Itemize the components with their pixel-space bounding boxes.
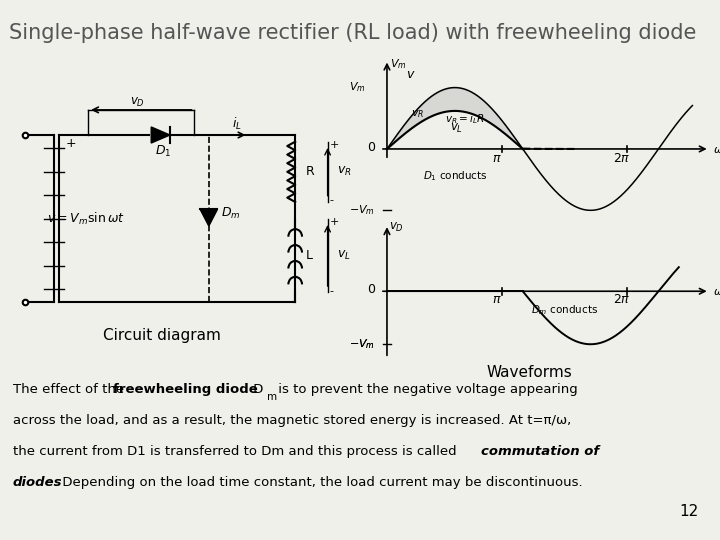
Text: m: m	[267, 392, 277, 402]
Text: freewheeling diode: freewheeling diode	[113, 383, 258, 396]
Text: $i_L$: $i_L$	[233, 116, 242, 132]
Text: $v$: $v$	[406, 68, 416, 81]
Polygon shape	[151, 127, 170, 143]
Text: +: +	[330, 140, 339, 150]
Text: $\omega t$: $\omega t$	[713, 143, 720, 155]
Text: Circuit diagram: Circuit diagram	[103, 328, 221, 343]
Text: R: R	[306, 165, 315, 178]
Text: the current from D1 is transferred to Dm and this process is called: the current from D1 is transferred to Dm…	[13, 445, 461, 458]
Text: +: +	[66, 137, 76, 150]
Text: $2\pi$: $2\pi$	[613, 152, 631, 165]
Text: Single-phase half-wave rectifier (RL load) with freewheeling diode: Single-phase half-wave rectifier (RL loa…	[9, 23, 696, 43]
Text: $V_m$: $V_m$	[390, 57, 407, 71]
Text: $v_L$: $v_L$	[449, 122, 463, 134]
Text: 12: 12	[679, 504, 698, 519]
Text: $\omega t$: $\omega t$	[713, 285, 720, 297]
Text: -: -	[330, 195, 333, 205]
Text: L: L	[306, 249, 313, 262]
Text: $v = V_m \sin \omega t$: $v = V_m \sin \omega t$	[48, 211, 125, 227]
Text: $2\pi$: $2\pi$	[613, 293, 631, 306]
Text: $v_L$: $v_L$	[336, 249, 351, 262]
Text: $D_m$ conducts: $D_m$ conducts	[531, 303, 598, 318]
Text: 0: 0	[366, 284, 375, 296]
Text: $-V_m$: $-V_m$	[348, 204, 374, 217]
Text: $V_m$: $V_m$	[348, 80, 366, 94]
Text: across the load, and as a result, the magnetic stored energy is increased. At t=: across the load, and as a result, the ma…	[13, 414, 571, 427]
Text: -: -	[330, 286, 333, 296]
Text: commutation of: commutation of	[482, 445, 600, 458]
Text: $-V_m$: $-V_m$	[348, 338, 374, 351]
Text: Waveforms: Waveforms	[486, 364, 572, 380]
Text: $-V_m$: $-V_m$	[348, 338, 374, 351]
Text: is to prevent the negative voltage appearing: is to prevent the negative voltage appea…	[274, 383, 577, 396]
Text: The effect of the: The effect of the	[13, 383, 128, 396]
Text: 0: 0	[366, 141, 375, 154]
Text: $v_D$: $v_D$	[130, 96, 145, 109]
Text: $v_R$: $v_R$	[336, 165, 351, 178]
Text: $D_1$: $D_1$	[155, 144, 171, 159]
Text: D: D	[248, 383, 263, 396]
Polygon shape	[200, 210, 217, 226]
Text: $D_1$ conducts: $D_1$ conducts	[423, 170, 487, 184]
Text: . Depending on the load time constant, the load current may be discontinuous.: . Depending on the load time constant, t…	[55, 476, 583, 489]
Text: $v_R = i_L R$: $v_R = i_L R$	[445, 112, 485, 126]
Text: +: +	[330, 217, 339, 227]
Text: $\pi$: $\pi$	[492, 293, 502, 306]
Text: $\pi$: $\pi$	[492, 152, 502, 165]
Text: $v_R$: $v_R$	[410, 109, 424, 120]
Text: $v_D$: $v_D$	[389, 221, 404, 234]
Text: diodes: diodes	[13, 476, 63, 489]
Text: $D_m$: $D_m$	[222, 206, 241, 221]
